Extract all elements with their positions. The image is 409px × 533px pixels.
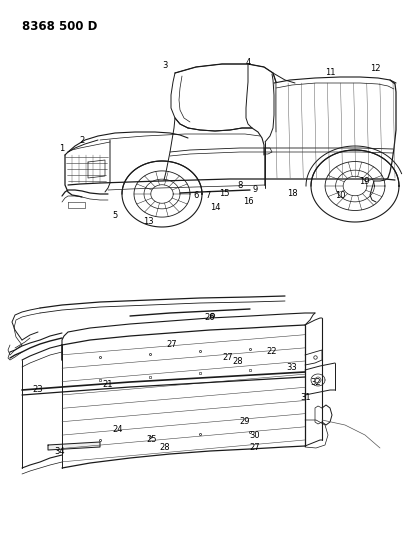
- Text: 29: 29: [239, 417, 249, 426]
- Text: 27: 27: [222, 353, 233, 362]
- Text: 16: 16: [242, 198, 253, 206]
- Text: 24: 24: [112, 425, 123, 434]
- Text: 6: 6: [193, 191, 198, 200]
- Text: 11: 11: [324, 68, 335, 77]
- Text: 14: 14: [209, 204, 220, 213]
- Text: 19: 19: [358, 177, 369, 187]
- Text: 33: 33: [286, 364, 297, 373]
- Text: 31: 31: [300, 393, 310, 402]
- Text: 2: 2: [79, 135, 84, 144]
- Text: 27: 27: [249, 443, 260, 453]
- Text: 5: 5: [112, 211, 117, 220]
- Polygon shape: [48, 442, 100, 450]
- Text: 18: 18: [286, 190, 297, 198]
- Text: 34: 34: [54, 448, 65, 456]
- Text: 8368 500 D: 8368 500 D: [22, 20, 97, 33]
- Text: 10: 10: [334, 190, 344, 199]
- Text: 28: 28: [232, 358, 243, 367]
- Text: 9: 9: [252, 185, 257, 195]
- Text: 21: 21: [103, 381, 113, 390]
- Text: 12: 12: [369, 63, 379, 72]
- Text: 25: 25: [146, 435, 157, 445]
- Text: 32: 32: [310, 378, 321, 387]
- Text: 15: 15: [218, 190, 229, 198]
- Text: 3: 3: [162, 61, 167, 69]
- Text: 7: 7: [205, 191, 210, 200]
- Text: 30: 30: [249, 432, 260, 440]
- Text: 28: 28: [159, 443, 170, 453]
- Text: 26: 26: [204, 313, 215, 322]
- Text: 13: 13: [142, 217, 153, 227]
- Text: 4: 4: [245, 58, 250, 67]
- Text: 23: 23: [33, 385, 43, 394]
- Text: 1: 1: [59, 143, 65, 152]
- Text: 27: 27: [166, 341, 177, 350]
- Text: 22: 22: [266, 348, 276, 357]
- Text: 8: 8: [237, 182, 242, 190]
